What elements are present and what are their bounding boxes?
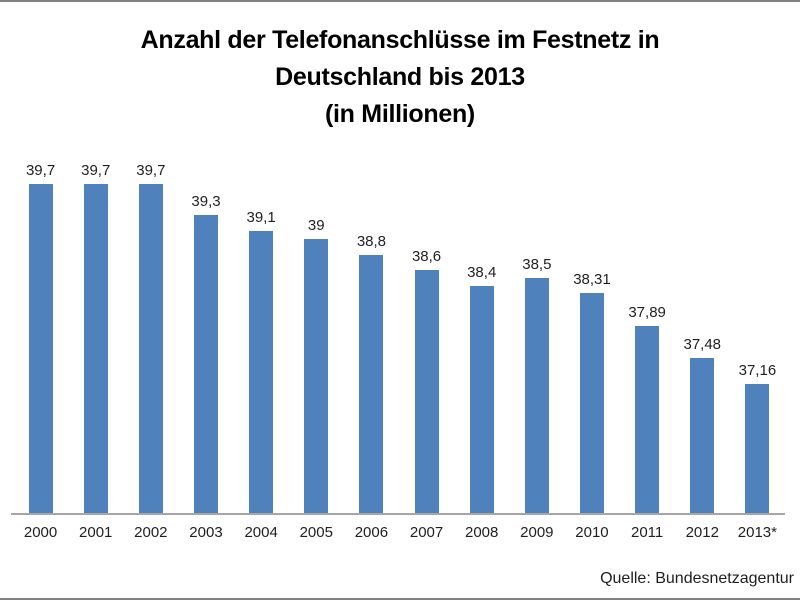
bar: [28, 184, 53, 514]
x-tick-label: 2012: [685, 524, 719, 541]
x-axis-line: [11, 513, 785, 515]
bar: [579, 293, 604, 514]
bar-value-label: 39,7: [81, 162, 111, 179]
bar-value-label: 39,7: [136, 162, 166, 179]
bar-column: 39,1: [234, 152, 289, 514]
bar: [414, 270, 439, 514]
bar-value-label: 38,6: [411, 248, 442, 265]
x-tick-label: 2003: [189, 524, 223, 541]
x-axis-tick-labels: 2000 2001 2002 2003 2004 2005 2006 2007 2008 2009…: [13, 524, 785, 541]
bar-value-label: 38,5: [522, 256, 552, 273]
bar-column: 37,48: [675, 152, 730, 514]
bar-column: 37,16: [730, 152, 785, 514]
bar: [138, 184, 163, 514]
x-tick-label: 2006: [354, 524, 389, 541]
bar: [193, 215, 218, 514]
x-tick-label: 2004: [244, 524, 278, 541]
bar-column: 39: [289, 152, 344, 514]
chart-title: Anzahl der Telefonanschlüsse im Festnetz…: [0, 22, 800, 133]
bar-column: 38,8: [344, 152, 399, 514]
bar-value-label: 39,7: [25, 162, 56, 179]
bar: [524, 278, 549, 514]
bar-column: 37,89: [620, 152, 675, 514]
bar: [304, 239, 329, 514]
bar-value-label: 39,1: [246, 209, 276, 226]
bar-value-label: 37,48: [683, 336, 722, 353]
bar: [83, 184, 108, 514]
bar-value-label: 38,8: [356, 233, 387, 250]
x-tick-label: 2011: [630, 524, 664, 541]
bar-value-label: 38,31: [573, 271, 611, 288]
bar-chart-plot-area: 39,7 39,7 39,7 39,3 39,1 39 38,8 38,6 38,4 38,5 38…: [13, 152, 785, 514]
bar: [690, 358, 715, 514]
bar-value-label: 39: [307, 217, 325, 234]
x-tick-label: 2007: [409, 524, 444, 541]
bar-column: 39,3: [178, 152, 233, 514]
bar-column: 38,5: [509, 152, 564, 514]
chart-title-line-3: (in Millionen): [325, 100, 475, 128]
source-label: Quelle: Bundesnetzagentur: [600, 570, 794, 587]
bar-column: 38,31: [564, 152, 619, 514]
x-tick-label: 2010: [575, 524, 609, 541]
bar-column: 39,7: [68, 152, 123, 514]
bar: [745, 384, 770, 514]
x-tick-label: 2000: [23, 524, 58, 541]
bar-column: 39,7: [123, 152, 178, 514]
chart-title-line-1: Anzahl der Telefonanschlüsse im Festnetz…: [140, 26, 660, 54]
bar: [249, 231, 274, 514]
x-tick-label: 2008: [465, 524, 499, 541]
x-tick-label: 2005: [299, 524, 333, 541]
bar-column: 38,4: [454, 152, 509, 514]
bar-value-label: 37,89: [628, 304, 666, 321]
bar-value-label: 37,16: [738, 362, 777, 379]
x-tick-label: 2013*: [737, 524, 777, 541]
bar-column: 39,7: [13, 152, 68, 514]
bar: [359, 255, 384, 514]
x-tick-label: 2001: [79, 524, 113, 541]
x-tick-label: 2002: [134, 524, 168, 541]
x-tick-label: 2009: [520, 524, 554, 541]
bar-value-label: 39,3: [191, 193, 221, 210]
bar: [469, 286, 494, 514]
bar-value-label: 38,4: [467, 264, 497, 281]
bar: [635, 326, 660, 514]
bar-column: 38,6: [399, 152, 454, 514]
chart-title-line-2: Deutschland bis 2013: [275, 63, 525, 91]
